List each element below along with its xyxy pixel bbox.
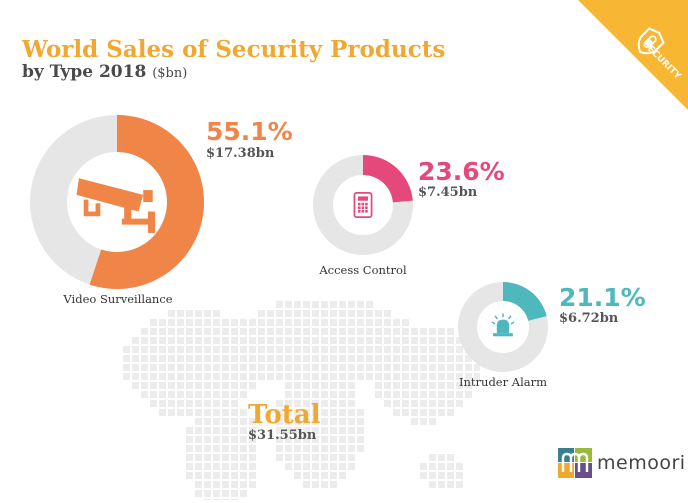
cctv-camera-icon xyxy=(76,178,156,233)
chart-subtitle: by Type 2018 ($bn) xyxy=(22,62,187,82)
brand-name: memoori xyxy=(597,452,686,474)
slice-category-label: Intruder Alarm xyxy=(459,375,547,389)
donut-slice xyxy=(89,115,205,290)
total-value: $31.55bn xyxy=(248,428,317,443)
donut-slice xyxy=(363,155,413,203)
slice-value-label: $6.72bn xyxy=(559,311,619,326)
memoori-logo-icon xyxy=(558,448,592,478)
slice-percent-label: 55.1% xyxy=(206,117,293,146)
subtitle-text: by Type 2018 xyxy=(22,62,147,82)
badge-triangle xyxy=(578,0,688,110)
shield-lock-icon xyxy=(637,27,665,55)
slice-category-label: Video Surveillance xyxy=(62,292,172,306)
donut-slice xyxy=(503,282,547,321)
donut-video-surveillance: 55.1%$17.38bn Video Surveillance xyxy=(30,115,293,306)
chart-title: World Sales of Security Products xyxy=(22,36,446,63)
slice-category-label: Access Control xyxy=(318,263,407,277)
brand-logo: memoori xyxy=(558,448,686,478)
slice-percent-label: 21.1% xyxy=(559,283,646,312)
world-map-dots-background xyxy=(123,301,480,500)
donut-intruder-alarm: 21.1%$6.72bn Intruder Alarm xyxy=(458,282,646,389)
slice-value-label: $17.38bn xyxy=(206,146,275,161)
subtitle-unit: ($bn) xyxy=(152,66,188,81)
security-corner-badge: SECURITY xyxy=(578,0,688,110)
slice-value-label: $7.45bn xyxy=(418,185,478,200)
slice-percent-label: 23.6% xyxy=(418,157,505,186)
total-label: Total xyxy=(248,400,321,430)
alarm-siren-icon xyxy=(491,313,515,337)
keypad-icon xyxy=(353,192,373,218)
donut-access-control: 23.6%$7.45bn Access Control xyxy=(313,155,505,277)
